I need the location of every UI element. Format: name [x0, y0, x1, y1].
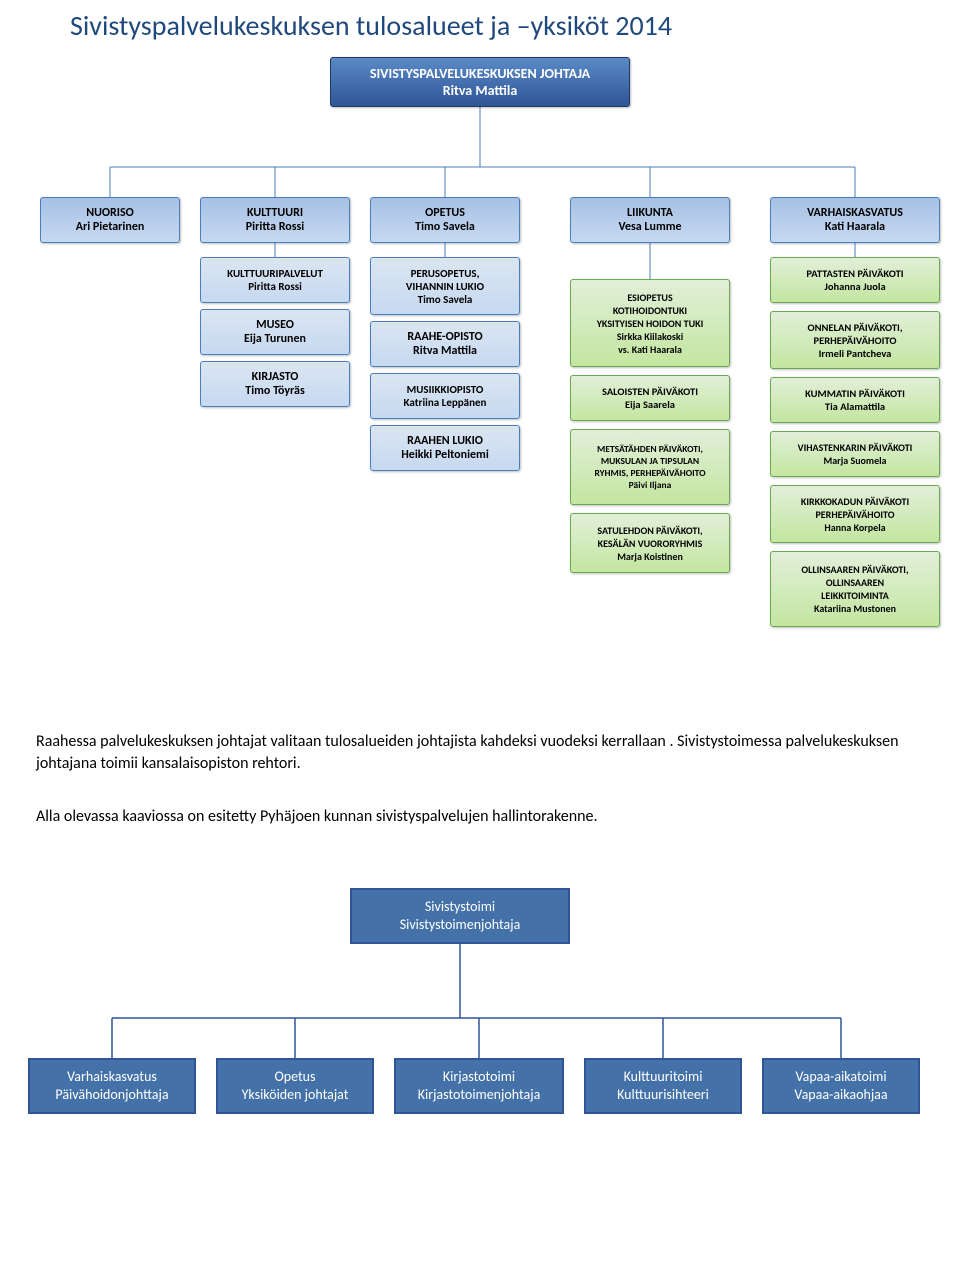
- body-text: Raahessa palvelukeskuksen johtajat valit…: [0, 707, 960, 828]
- org2-node: SivistystoimiSivistystoimenjohtaja: [350, 888, 570, 944]
- org-node: ONNELAN PÄIVÄKOTI,PERHEPÄIVÄHOITOIrmeli …: [770, 311, 940, 369]
- org-node: SALOISTEN PÄIVÄKOTIEija Saarela: [570, 375, 730, 421]
- org-node: RAAHEN LUKIOHeikki Peltoniemi: [370, 425, 520, 471]
- org-node: SATULEHDON PÄIVÄKOTI,KESÄLÄN VUORORYHMIS…: [570, 513, 730, 573]
- org-node: MUSEOEija Turunen: [200, 309, 350, 355]
- org2-node: KulttuuritoimiKulttuurisihteeri: [584, 1058, 742, 1114]
- org-node: SIVISTYSPALVELUKESKUKSEN JOHTAJARitva Ma…: [330, 57, 630, 107]
- org-node: NUORISOAri Pietarinen: [40, 197, 180, 243]
- org-node: KULTTUURIPiritta Rossi: [200, 197, 350, 243]
- org-node: KIRKKOKADUN PÄIVÄKOTIPERHEPÄIVÄHOITOHann…: [770, 485, 940, 543]
- org-node: ESIOPETUSKOTIHOIDONTUKIYKSITYISEN HOIDON…: [570, 279, 730, 367]
- org-node: KULTTUURIPALVELUTPiritta Rossi: [200, 257, 350, 303]
- org-node: LIIKUNTAVesa Lumme: [570, 197, 730, 243]
- org-node: METSÄTÄHDEN PÄIVÄKOTI,MUKSULAN JA TIPSUL…: [570, 429, 730, 505]
- org-chart-1: SIVISTYSPALVELUKESKUKSEN JOHTAJARitva Ma…: [0, 57, 960, 707]
- org-node: KIRJASTOTimo Töyräs: [200, 361, 350, 407]
- org2-node: Vapaa-aikatoimiVapaa-aikaohjaa: [762, 1058, 920, 1114]
- paragraph-1: Raahessa palvelukeskuksen johtajat valit…: [36, 731, 924, 774]
- org-node: RAAHE-OPISTORitva Mattila: [370, 321, 520, 367]
- org-node: KUMMATIN PÄIVÄKOTITia Alamattila: [770, 377, 940, 423]
- org-node: OLLINSAAREN PÄIVÄKOTI,OLLINSAARENLEIKKIT…: [770, 551, 940, 627]
- page-title: Sivistyspalvelukeskuksen tulosalueet ja …: [0, 0, 960, 57]
- paragraph-2: Alla olevassa kaaviossa on esitetty Pyhä…: [36, 806, 924, 828]
- org-node: MUSIIKKIOPISTOKatriina Leppänen: [370, 373, 520, 419]
- org-node: VIHASTENKARIN PÄIVÄKOTIMarja Suomela: [770, 431, 940, 477]
- org2-node: OpetusYksiköiden johtajat: [216, 1058, 374, 1114]
- org2-node: VarhaiskasvatusPäivähoidonjohttaja: [28, 1058, 196, 1114]
- org-node: VARHAISKASVATUSKati Haarala: [770, 197, 940, 243]
- org-node: OPETUSTimo Savela: [370, 197, 520, 243]
- org-node: PERUSOPETUS,VIHANNIN LUKIOTimo Savela: [370, 257, 520, 315]
- org2-node: KirjastotoimiKirjastotoimenjohtaja: [394, 1058, 564, 1114]
- org-node: PATTASTEN PÄIVÄKOTIJohanna Juola: [770, 257, 940, 303]
- org-chart-2: SivistystoimiSivistystoimenjohtaja Varhai…: [0, 888, 960, 1168]
